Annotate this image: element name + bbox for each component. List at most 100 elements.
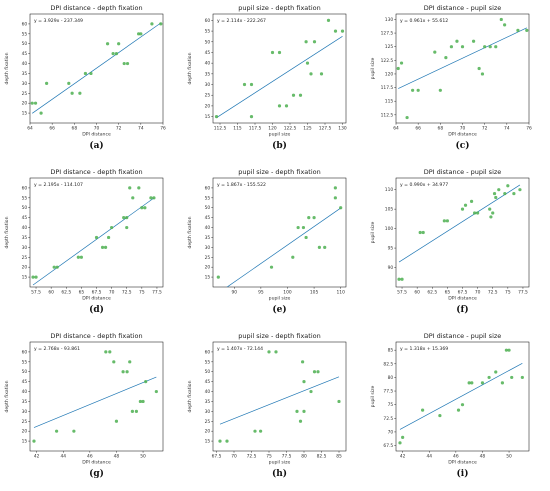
data-point (105, 42, 110, 46)
data-point (309, 389, 313, 394)
regression-equation: y = 2.768x - 93.861 (34, 346, 80, 352)
data-point (249, 82, 254, 87)
x-tick-label: 117.5 (249, 126, 262, 132)
x-tick-label: 65 (445, 290, 451, 296)
y-tick-label: 50 (22, 41, 28, 47)
data-point (33, 101, 38, 105)
data-point (401, 435, 405, 439)
data-point (456, 408, 461, 412)
data-point (418, 230, 422, 235)
y-tick-label: 112.5 (381, 112, 394, 118)
y-tick-label: 40 (22, 61, 28, 67)
data-point (302, 409, 306, 413)
data-point (130, 409, 135, 413)
x-tick-label: 70 (94, 126, 100, 132)
data-point (249, 114, 254, 119)
data-point (488, 45, 492, 49)
data-point (491, 211, 495, 215)
data-point (253, 429, 257, 433)
data-point (55, 265, 59, 269)
y-tick-label: 75 (388, 402, 394, 408)
data-point (301, 360, 305, 364)
x-tick-label: 44 (60, 454, 66, 460)
x-tick-label: 67.5 (212, 454, 222, 460)
data-point (500, 381, 504, 385)
y-tick-label: 20 (22, 429, 28, 435)
x-axis-label: pupil size (269, 132, 291, 138)
data-point (274, 350, 278, 354)
x-tick-label: 46 (453, 454, 459, 460)
data-point (503, 23, 507, 27)
panel-label: (c) (456, 140, 470, 151)
x-tick-label: 77.5 (518, 290, 528, 296)
chart-title: DPI distance - pupil size (424, 168, 502, 176)
x-tick-label: 120 (268, 126, 277, 132)
y-tick-label: 110 (385, 187, 394, 193)
data-point (438, 413, 442, 418)
y-tick-label: 25 (205, 255, 211, 261)
plot-frame (212, 341, 347, 452)
data-point (326, 18, 331, 23)
x-axis-label: DPI distance (448, 296, 477, 302)
chart-title: DPI distance - depth fixation (50, 332, 142, 340)
y-tick-label: 35 (22, 71, 28, 77)
x-tick-label: 60 (48, 290, 54, 296)
x-axis-label: pupil size (269, 296, 291, 302)
data-point (218, 439, 222, 443)
data-point (319, 72, 324, 76)
y-tick-label: 25 (22, 255, 28, 261)
data-point (323, 245, 327, 249)
chart-title: pupil size - depth fixation (238, 4, 321, 12)
x-tick-label: 110 (336, 290, 345, 296)
y-tick-label: 95 (388, 246, 394, 252)
data-point (301, 225, 306, 230)
data-point (460, 403, 465, 407)
data-point (103, 245, 108, 249)
data-point (445, 219, 449, 223)
data-point (525, 28, 529, 32)
y-tick-label: 25 (205, 93, 211, 99)
y-tick-label: 55 (22, 31, 28, 37)
scatter-plot-d: DPI distance - depth fixation 57.5 60 62.5 6… (4, 168, 164, 315)
x-axis-label: DPI distance (82, 132, 111, 138)
chart-title: pupil size - depth fixation (238, 168, 321, 176)
data-point (55, 429, 59, 433)
y-tick-label: 70 (388, 429, 394, 435)
data-point (494, 195, 498, 200)
data-point (507, 348, 511, 352)
x-tick-label: 48 (480, 454, 486, 460)
data-point (337, 399, 341, 404)
y-tick-label: 30 (205, 245, 211, 251)
data-point (154, 389, 158, 394)
y-tick-label: 105 (385, 207, 394, 213)
x-tick-label: 48 (114, 454, 120, 460)
data-point (30, 101, 34, 105)
y-tick-label: 25 (22, 419, 28, 425)
data-point (67, 81, 71, 85)
data-point (214, 114, 219, 119)
x-tick-label: 130 (338, 126, 347, 132)
y-tick-label: 125 (385, 44, 394, 50)
data-point (122, 216, 126, 220)
data-point (469, 199, 474, 203)
y-tick-label: 35 (205, 235, 211, 241)
x-tick-label: 77.5 (152, 290, 162, 296)
data-point (506, 184, 510, 188)
data-point (305, 61, 310, 65)
regression-line (398, 27, 527, 89)
data-point (512, 191, 516, 196)
x-tick-label: 42 (34, 454, 40, 460)
chart-title: DPI distance - depth fixation (50, 4, 142, 12)
y-tick-label: 40 (205, 225, 211, 231)
y-tick-label: 25 (22, 91, 28, 97)
y-tick-label: 90 (388, 265, 394, 271)
y-tick-label: 20 (205, 103, 211, 109)
data-point (267, 350, 271, 354)
data-point (307, 216, 311, 220)
x-tick-label: 75 (266, 454, 272, 460)
data-point (296, 225, 300, 230)
data-point (78, 91, 82, 95)
data-point (140, 206, 144, 210)
x-tick-label: 50 (140, 454, 146, 460)
plot-frame (212, 177, 347, 288)
